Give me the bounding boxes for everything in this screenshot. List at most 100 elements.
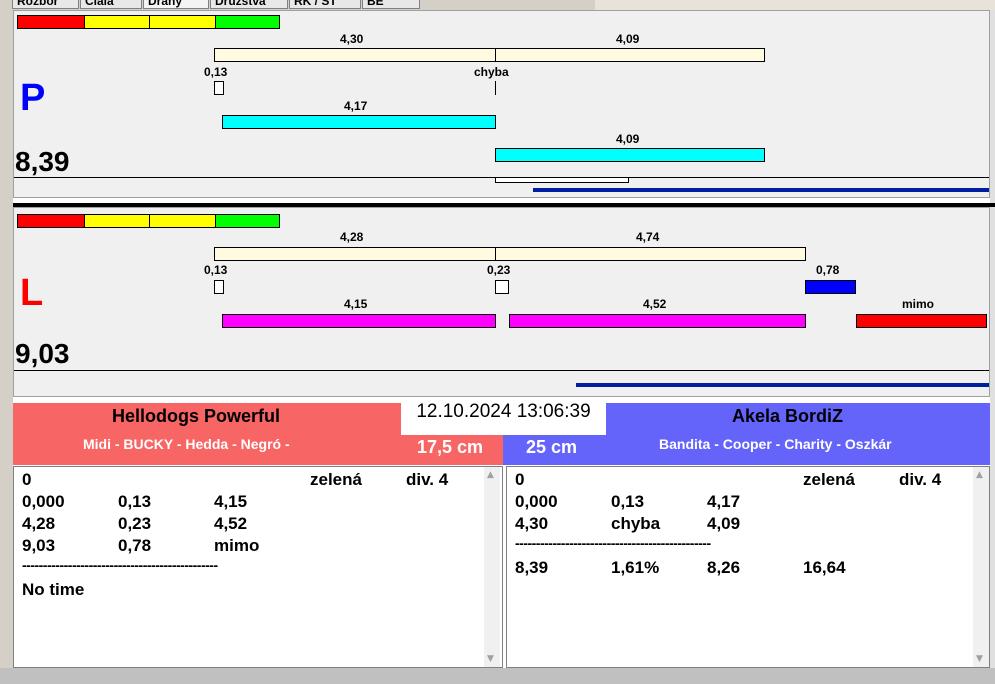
summary-cell: 8,26	[707, 558, 741, 577]
tab-drahy[interactable]: Dráhy	[143, 0, 209, 9]
list-cell: zelená	[803, 470, 855, 489]
point-label: 0,78	[816, 263, 840, 277]
time-label: 4,17	[344, 99, 368, 113]
point-label: 0,23	[487, 263, 511, 277]
time-label: mimo	[902, 297, 935, 311]
summary-cell: 16,64	[803, 558, 846, 577]
track-l-panel: 4,28 4,74 0,13 0,23 0,78 L 4,15 4,52 mim…	[13, 207, 990, 397]
time-label: 4,09	[616, 132, 640, 146]
scroll-down-icon[interactable]: ▼	[487, 654, 494, 664]
track-letter: P	[20, 77, 46, 119]
list-cell: 0,23	[118, 514, 152, 533]
team-right-members: Bandita - Cooper - Charity - Oszkár	[659, 436, 892, 452]
list-divider: ----------------------------------------…	[22, 557, 218, 573]
team-left-height: 17,5 cm	[417, 437, 484, 457]
track-score: 9,03	[15, 338, 70, 369]
list-cell: 0,13	[611, 492, 645, 511]
list-cell: 4,28	[22, 514, 56, 533]
list-cell: 0,78	[118, 536, 152, 555]
track-score: 8,39	[15, 146, 70, 177]
run-bar	[214, 247, 496, 261]
run-bar	[495, 247, 806, 261]
point-label: chyba	[474, 65, 509, 79]
run-bar	[214, 48, 496, 62]
run-bar	[509, 314, 806, 328]
tab-be[interactable]: BE	[362, 0, 420, 9]
point-label: 0,13	[204, 65, 228, 79]
list-cell: 4,09	[707, 514, 741, 533]
team-left-members: Midi - BUCKY - Hedda - Negró -	[83, 436, 290, 452]
tab-strip: Rozbor Cíala Dráhy Družstvá RK / ST BE	[0, 0, 995, 10]
tab-rk-st[interactable]: RK / ST	[289, 0, 361, 9]
team-right-height: 25 cm	[526, 437, 578, 457]
list-cell: div. 4	[406, 470, 449, 489]
list-cell: zelená	[310, 470, 362, 489]
results-list-left[interactable]: 0 zelená div. 4 0,000 0,13 4,15 4,28 0,2…	[13, 466, 503, 668]
run-bar	[222, 314, 496, 328]
list-cell: 4,17	[707, 492, 741, 511]
reaction-box	[214, 280, 224, 294]
light-yellow-1	[84, 15, 150, 29]
results-list-right[interactable]: 0 zelená div. 4 0,000 0,13 4,17 4,30 chy…	[506, 466, 990, 668]
progress-box	[495, 177, 629, 183]
team-right-name: Akela BordiZ	[732, 406, 844, 426]
scroll-up-icon[interactable]: ▲	[976, 470, 983, 480]
track-separator	[13, 203, 995, 207]
track-letter: L	[20, 272, 44, 314]
list-cell: mimo	[214, 536, 260, 555]
window-right-edge	[990, 10, 995, 670]
list-cell: 0	[515, 470, 525, 489]
tab-ciala[interactable]: Cíala	[80, 0, 142, 9]
status-strip	[0, 668, 995, 684]
reaction-box	[214, 81, 224, 95]
run-bar	[495, 48, 765, 62]
date-time-display: 12.10.2024 13:06:39	[401, 398, 606, 435]
time-label: 4,28	[340, 230, 364, 244]
list-footer: No time	[22, 580, 85, 599]
time-label: 4,74	[636, 230, 660, 244]
progress-bar	[576, 383, 989, 387]
list-cell: 4,52	[214, 514, 248, 533]
list-cell: 0,13	[118, 492, 152, 511]
time-label: 4,52	[643, 297, 667, 311]
window-left-edge	[0, 10, 13, 684]
baseline	[14, 370, 989, 371]
fault-tick	[495, 81, 496, 95]
light-yellow-1	[84, 214, 150, 228]
track-p-panel: 4,30 4,09 0,13 chyba P 4,17 4,09 8,39	[13, 10, 990, 198]
summary-cell: 1,61%	[611, 558, 660, 577]
point-label: 0,13	[204, 263, 228, 277]
time-label: 4,15	[344, 297, 368, 311]
list-cell: div. 4	[899, 470, 942, 489]
list-cell: 9,03	[22, 536, 56, 555]
scrollbar[interactable]: ▲ ▼	[484, 467, 500, 667]
summary-cell: 8,39	[515, 558, 549, 577]
tab-druzstva[interactable]: Družstvá	[210, 0, 288, 9]
list-cell: 4,15	[214, 492, 248, 511]
run-bar	[222, 115, 496, 129]
light-green	[215, 15, 280, 29]
run-bar	[856, 314, 987, 328]
list-cell: 4,30	[515, 514, 549, 533]
scroll-down-icon[interactable]: ▼	[976, 654, 983, 664]
tab-rozbor[interactable]: Rozbor	[12, 0, 79, 9]
light-green	[215, 214, 280, 228]
list-cell: chyba	[611, 514, 661, 533]
run-bar	[495, 148, 765, 162]
scrollbar[interactable]: ▲ ▼	[973, 467, 989, 667]
progress-bar	[533, 188, 989, 192]
list-cell: 0,000	[515, 492, 558, 511]
reaction-bar	[805, 280, 856, 294]
light-yellow-2	[149, 15, 216, 29]
light-red	[17, 214, 85, 228]
list-divider: ----------------------------------------…	[515, 535, 711, 551]
time-label: 4,30	[340, 32, 364, 46]
team-left-name: Hellodogs Powerful	[112, 406, 281, 426]
light-yellow-2	[149, 214, 216, 228]
reaction-box	[495, 280, 509, 294]
light-red	[17, 15, 85, 29]
list-cell: 0,000	[22, 492, 65, 511]
scroll-up-icon[interactable]: ▲	[487, 470, 494, 480]
top-right-strip	[595, 0, 995, 10]
time-label: 4,09	[616, 32, 640, 46]
